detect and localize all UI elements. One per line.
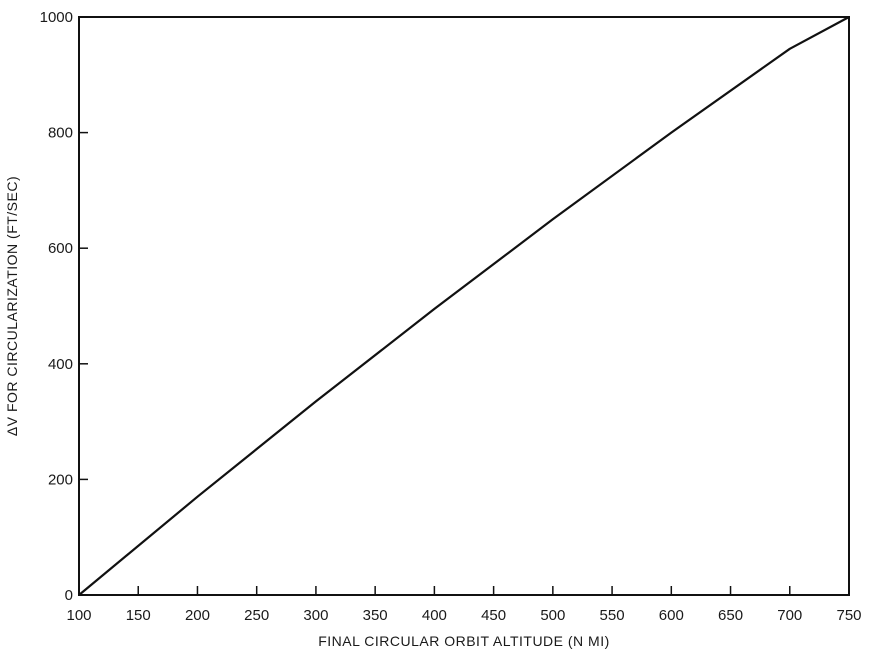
y-tick-label-800: 800	[48, 125, 73, 142]
data-point-0-2	[315, 400, 317, 403]
x-tick-label-550: 550	[600, 607, 625, 624]
x-axis-ticks: 100 150 200 250 300 350 400 450 500 550 600 650 700 7…	[66, 586, 862, 624]
x-tick-label-450: 450	[481, 607, 506, 624]
x-tick-label-200: 200	[185, 607, 210, 624]
data-point-0-4	[552, 218, 554, 221]
x-tick-label-100: 100	[66, 607, 91, 624]
x-tick-label-700: 700	[777, 607, 802, 624]
data-point-0-1	[196, 495, 199, 498]
x-tick-label-400: 400	[422, 607, 447, 624]
y-tick-label-200: 200	[48, 471, 73, 488]
y-axis-ticks: 0 200 400 600 800 1000	[40, 9, 88, 604]
plot-frame	[78, 16, 850, 596]
x-tick-label-750: 750	[836, 607, 861, 624]
y-tick-label-1000: 1000	[40, 9, 73, 26]
x-tick-label-650: 650	[718, 607, 743, 624]
x-axis-title: FINAL CIRCULAR ORBIT ALTITUDE (N MI)	[318, 633, 610, 649]
data-point-0-5	[670, 131, 673, 134]
x-tick-label-300: 300	[303, 607, 328, 624]
data-point-0-7	[848, 16, 850, 18]
x-tick-label-600: 600	[659, 607, 684, 624]
y-tick-label-400: 400	[48, 356, 73, 373]
series-layer	[78, 16, 850, 596]
data-point-0-3	[433, 308, 436, 310]
data-point-0-0	[78, 594, 80, 596]
series-line-0	[78, 16, 850, 596]
x-tick-label-150: 150	[126, 607, 151, 624]
y-axis-title: ΔV FOR CIRCULARIZATION (FT/SEC)	[4, 176, 20, 436]
y-tick-label-0: 0	[65, 587, 73, 604]
data-point-0-6	[788, 47, 791, 50]
x-tick-label-350: 350	[363, 607, 388, 624]
x-tick-label-500: 500	[540, 607, 565, 624]
x-tick-label-250: 250	[244, 607, 269, 624]
y-tick-label-600: 600	[48, 240, 73, 257]
